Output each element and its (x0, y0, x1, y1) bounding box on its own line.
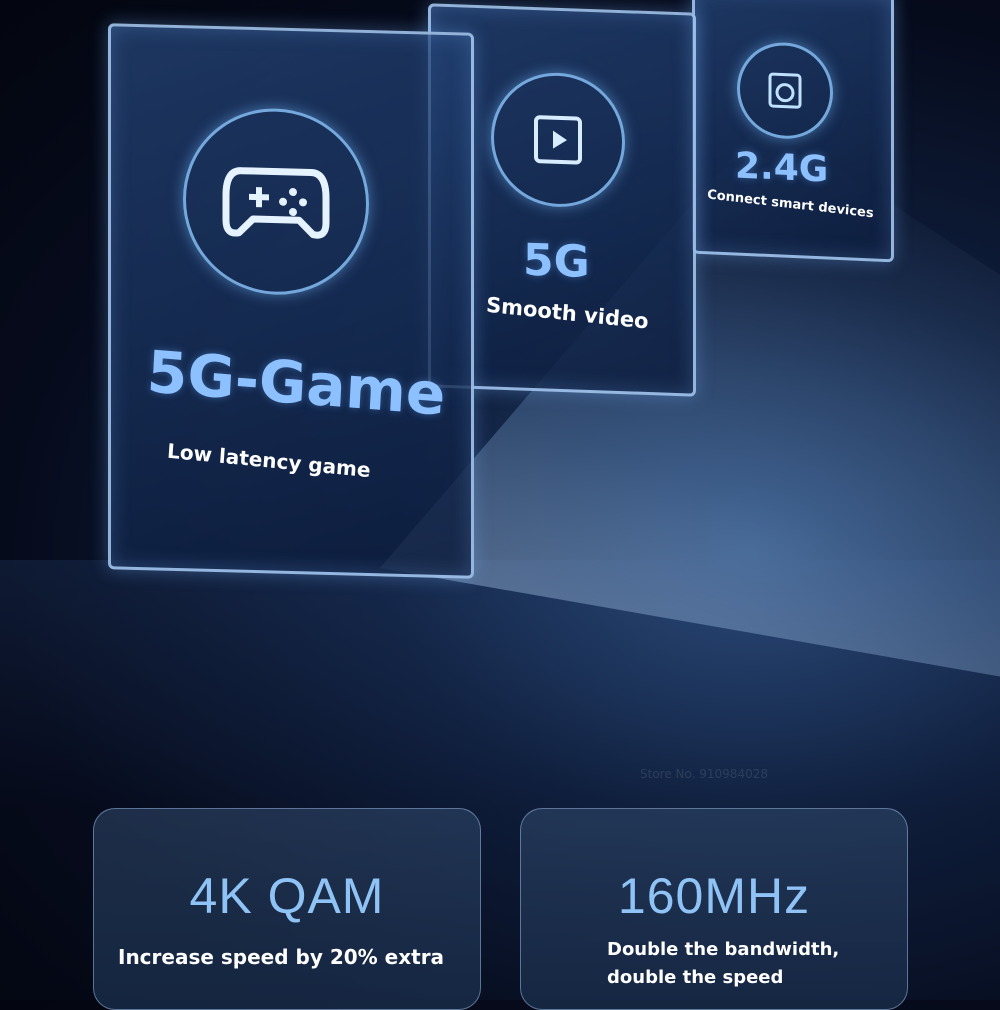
feature-title: 160MHz (617, 868, 811, 924)
feature-title: 4K QAM (189, 868, 385, 924)
panel-title: 2.4G (735, 145, 829, 191)
feature-description-line1: Double the bandwidth, (607, 939, 840, 960)
feature-description: Increase speed by 20% extra (118, 945, 445, 969)
washing-machine-icon (737, 40, 833, 141)
gamepad-icon (183, 106, 369, 298)
floor-reflection (0, 560, 1000, 810)
feature-card-4k-qam: 4K QAM Increase speed by 20% extra (93, 808, 481, 1010)
panel-subtitle: Low latency game (166, 438, 372, 483)
feature-description-line2: double the speed (607, 967, 784, 988)
panel-subtitle: Connect smart devices (706, 187, 875, 222)
panel-subtitle: Smooth video (485, 292, 650, 334)
video-play-icon (491, 70, 625, 210)
panel-2-4g: 2.4G Connect smart devices (692, 0, 894, 263)
panel-title: 5G-Game (145, 337, 448, 429)
feature-card-160mhz: 160MHz Double the bandwidth, double the … (520, 808, 908, 1010)
panel-5g-game: 5G-Game Low latency game (108, 23, 474, 579)
panel-5g: 5G Smooth video (428, 3, 696, 397)
panel-title: 5G (523, 234, 590, 288)
watermark: Store No. 910984028 (640, 767, 768, 781)
